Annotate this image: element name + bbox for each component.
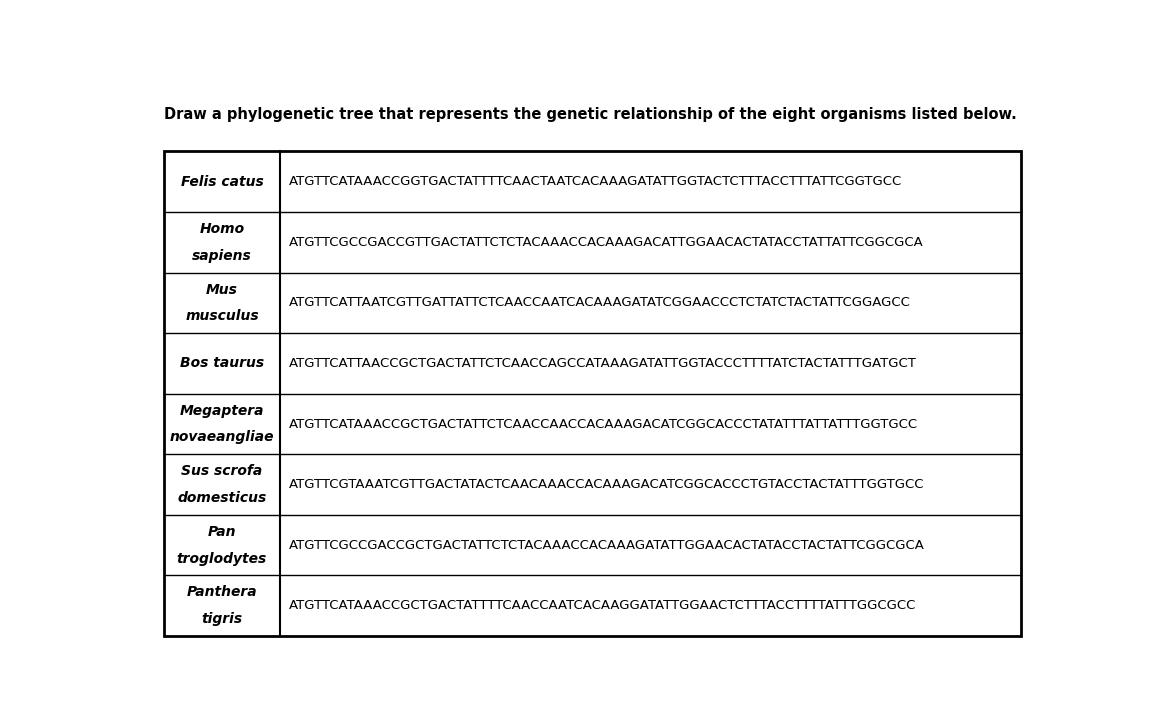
Text: sapiens: sapiens	[192, 248, 252, 263]
Bar	[164, 152, 1021, 636]
Text: musculus: musculus	[185, 309, 259, 323]
Text: Felis catus: Felis catus	[180, 175, 264, 189]
Text: Panthera: Panthera	[187, 585, 258, 600]
Text: Homo: Homo	[200, 222, 245, 236]
Text: Sus scrofa: Sus scrofa	[181, 465, 262, 478]
Text: domesticus: domesticus	[177, 491, 267, 505]
Text: ATGTTCATTAATCGTTGATTATTCTCAACCAATCACAAAGATATCGGAACCCTCTATCTACTATTCGGAGCC: ATGTTCATTAATCGTTGATTATTCTCAACCAATCACAAAG…	[289, 296, 911, 309]
Text: ATGTTCATAAACCGCTGACTATTTTCAACCAATCACAAGGATATTGGAACTCTTTACCTTTTATTTGGCGCC: ATGTTCATAAACCGCTGACTATTTTCAACCAATCACAAGG…	[289, 599, 917, 612]
Text: ATGTTCATAAACCGGTGACTATTTTCAACTAATCACAAAGATATTGGTACTCTTTACCTTTATTCGGTGCC: ATGTTCATAAACCGGTGACTATTTTCAACTAATCACAAAG…	[289, 175, 902, 188]
Text: tigris: tigris	[201, 612, 243, 626]
Text: Pan: Pan	[208, 525, 236, 539]
Text: novaeangliae: novaeangliae	[170, 431, 274, 444]
Text: ATGTTCGCCGACCGTTGACTATTCTCTACAAACCACAAAGACATTGGAACACTATACCTATTATTCGGCGCA: ATGTTCGCCGACCGTTGACTATTCTCTACAAACCACAAAG…	[289, 236, 924, 249]
Text: ATGTTCATAAACCGCTGACTATTCTCAACCAACCACAAAGACATCGGCACCCTATATTTATTATTTGGTGCC: ATGTTCATAAACCGCTGACTATTCTCAACCAACCACAAAG…	[289, 417, 918, 431]
Text: troglodytes: troglodytes	[177, 552, 267, 566]
Text: Draw a phylogenetic tree that represents the genetic relationship of the eight o: Draw a phylogenetic tree that represents…	[164, 107, 1017, 122]
Text: ATGTTCGTAAATCGTTGACTATACTCAACAAACCACAAAGACATCGGCACCCTGTACCTACTATTTGGTGCC: ATGTTCGTAAATCGTTGACTATACTCAACAAACCACAAAG…	[289, 478, 925, 491]
Text: Mus: Mus	[206, 282, 238, 296]
Text: ATGTTCGCCGACCGCTGACTATTCTCTACAAACCACAAAGATATTGGAACACTATACCTACTATTCGGCGCA: ATGTTCGCCGACCGCTGACTATTCTCTACAAACCACAAAG…	[289, 539, 925, 552]
Text: Megaptera: Megaptera	[180, 404, 265, 417]
Text: Bos taurus: Bos taurus	[180, 356, 264, 370]
Text: ATGTTCATTAACCGCTGACTATTCTCAACCAGCCATAAAGATATTGGTACCCTTTTATCTACTATTTGATGCT: ATGTTCATTAACCGCTGACTATTCTCAACCAGCCATAAAG…	[289, 357, 917, 370]
